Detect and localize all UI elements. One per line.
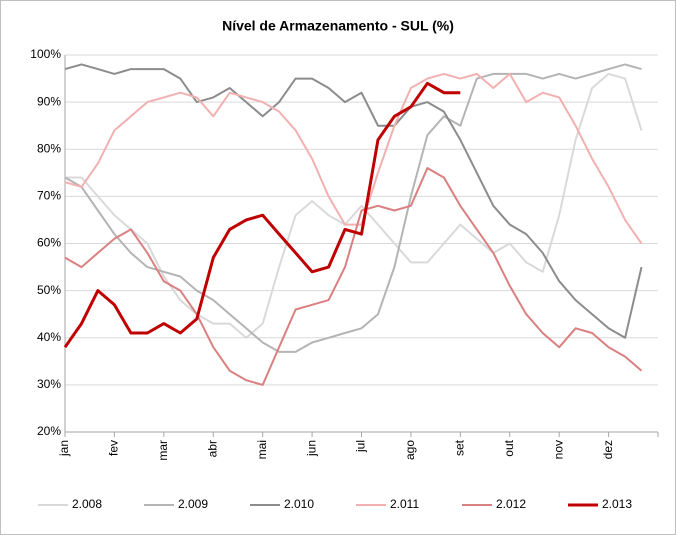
series-line — [64, 167, 643, 386]
y-tick-label: 30% — [37, 377, 61, 391]
legend-label: 2.012 — [496, 497, 526, 511]
legend-label: 2.013 — [602, 497, 632, 511]
x-tick-label: jan — [57, 440, 71, 457]
legend-label: 2.011 — [390, 497, 419, 511]
x-tick-label: mar — [156, 440, 170, 461]
y-tick-label: 20% — [37, 424, 61, 438]
series-line — [63, 81, 461, 349]
y-tick-label: 50% — [37, 283, 61, 297]
chart-title: Nível de Armazenamento - SUL (%) — [222, 18, 454, 34]
series-line — [64, 72, 643, 245]
y-tick-label: 70% — [37, 189, 61, 203]
x-tick-label: jul — [354, 440, 368, 453]
x-tick-label: jun — [304, 440, 318, 457]
y-tick-label: 80% — [37, 141, 61, 155]
legend-label: 2.009 — [178, 497, 208, 511]
x-tick-label: nov — [551, 440, 565, 459]
x-tick-label: ago — [403, 440, 417, 460]
series-line — [64, 63, 643, 339]
x-tick-label: fev — [107, 440, 121, 456]
x-tick-label: out — [502, 439, 516, 456]
x-tick-label: set — [453, 439, 467, 456]
y-tick-label: 40% — [37, 330, 61, 344]
legend-label: 2.008 — [72, 497, 102, 511]
y-tick-label: 90% — [37, 94, 61, 108]
series-line — [64, 63, 642, 353]
x-tick-label: mai — [255, 440, 269, 459]
y-tick-label: 60% — [37, 236, 61, 250]
legend-label: 2.010 — [284, 497, 314, 511]
x-tick-label: dez — [601, 440, 615, 459]
x-tick-label: abr — [205, 440, 219, 457]
y-tick-label: 100% — [30, 47, 61, 61]
